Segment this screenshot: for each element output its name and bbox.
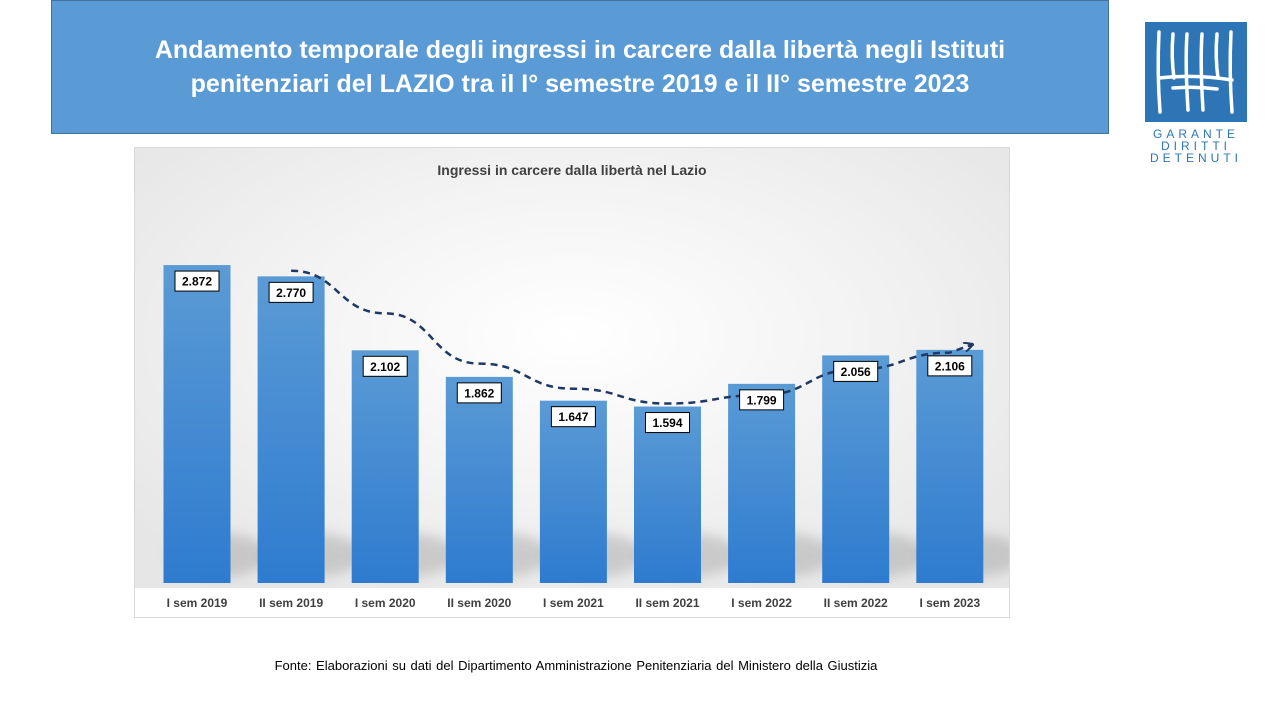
bar-8 bbox=[822, 355, 890, 583]
bar-5 bbox=[539, 400, 607, 583]
bar-2 bbox=[257, 276, 325, 583]
data-label-box bbox=[362, 355, 408, 377]
bar-3 bbox=[351, 350, 419, 583]
source-note: Fonte: Elaborazioni su dati del Dipartim… bbox=[274, 658, 878, 673]
data-label: 1.799 bbox=[747, 393, 777, 407]
data-label-box bbox=[174, 270, 220, 292]
data-label-box bbox=[927, 355, 973, 377]
logo-text-line-2: DIRITTI bbox=[1161, 139, 1231, 153]
title-line-2: penitenziari del LAZIO tra il I° semestr… bbox=[190, 70, 970, 98]
x-tick-label: II sem 2019 bbox=[259, 596, 323, 610]
chart-floor bbox=[135, 588, 1009, 617]
x-tick-label: II sem 2021 bbox=[635, 596, 699, 610]
data-label: 2.102 bbox=[370, 360, 400, 374]
bars bbox=[163, 265, 984, 583]
logo-text-line-3: DETENUTI bbox=[1150, 151, 1242, 165]
bar-7 bbox=[728, 383, 796, 583]
data-label: 1.862 bbox=[464, 386, 494, 400]
data-label-box bbox=[645, 412, 690, 434]
data-label-box bbox=[833, 360, 879, 382]
data-label: 2.056 bbox=[841, 365, 871, 379]
bar-4 bbox=[445, 376, 513, 583]
chart-title: Ingressi in carcere dalla libertà nel La… bbox=[437, 162, 706, 178]
bar-6 bbox=[634, 406, 701, 583]
x-axis-ticks: I sem 2019 II sem 2019 I sem 2020 II sem 20… bbox=[167, 596, 981, 610]
x-tick-label: I sem 2019 bbox=[167, 596, 228, 610]
data-label-box bbox=[456, 382, 502, 404]
logo-text-line-1: GARANTE bbox=[1152, 127, 1239, 141]
chart-frame: Ingressi in carcere dalla libertà nel La… bbox=[134, 147, 1010, 618]
x-tick-label: I sem 2021 bbox=[543, 596, 604, 610]
data-label-box bbox=[739, 389, 785, 411]
title-banner: Andamento temporale degli ingressi in ca… bbox=[51, 0, 1109, 134]
data-label-box bbox=[550, 406, 596, 428]
data-labels: 2.872 2.770 2.102 1.862 1.647 1.594 1.799 2.056… bbox=[174, 270, 973, 434]
title-line-1: Andamento temporale degli ingressi in ca… bbox=[154, 36, 1006, 64]
data-label: 2.770 bbox=[276, 286, 306, 300]
garante-logo: GARANTE DIRITTI DETENUTI bbox=[1145, 22, 1247, 164]
data-label-box bbox=[268, 281, 314, 303]
bar-chart: Ingressi in carcere dalla libertà nel La… bbox=[135, 148, 1009, 617]
x-tick-label: II sem 2020 bbox=[447, 596, 511, 610]
bar-9 bbox=[916, 349, 984, 583]
x-tick-label: I sem 2020 bbox=[355, 596, 416, 610]
x-tick-label: II sem 2022 bbox=[824, 596, 888, 610]
data-label: 2.872 bbox=[182, 275, 212, 289]
bar-1 bbox=[163, 265, 231, 583]
data-label: 1.647 bbox=[558, 410, 588, 424]
data-label: 2.106 bbox=[935, 359, 965, 373]
garante-logo-icon bbox=[1145, 22, 1247, 122]
data-label: 1.594 bbox=[652, 416, 682, 430]
x-tick-label: I sem 2023 bbox=[919, 596, 980, 610]
x-tick-label: I sem 2022 bbox=[731, 596, 792, 610]
